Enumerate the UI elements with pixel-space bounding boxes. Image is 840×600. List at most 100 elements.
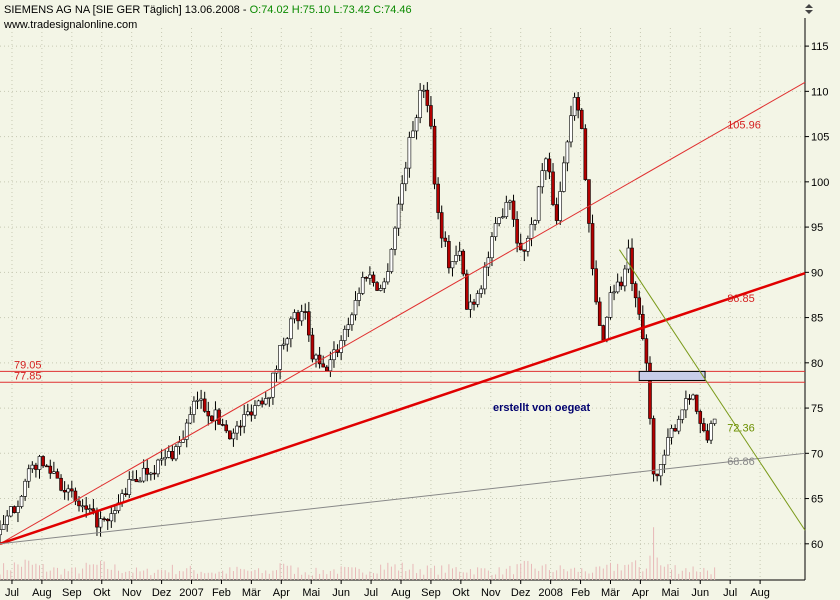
candle-down bbox=[310, 334, 315, 360]
candle-down bbox=[260, 400, 264, 405]
candle-up bbox=[350, 314, 354, 326]
trend-line bbox=[0, 81, 806, 545]
candle-up bbox=[289, 318, 293, 340]
candle-up bbox=[131, 478, 135, 481]
candle-up bbox=[540, 170, 545, 188]
candle-down bbox=[44, 465, 49, 468]
candle-up bbox=[16, 506, 20, 513]
candle-up bbox=[149, 472, 153, 475]
x-tick-label: Nov bbox=[481, 587, 501, 599]
candle-up bbox=[292, 312, 297, 320]
candle-down bbox=[77, 500, 81, 507]
candle-down bbox=[651, 418, 656, 475]
candle-up bbox=[8, 506, 13, 517]
candle-down bbox=[443, 237, 448, 242]
candle-up bbox=[1, 524, 6, 530]
candle-up bbox=[127, 479, 132, 495]
candle-up bbox=[66, 488, 71, 493]
candle-up bbox=[504, 202, 509, 217]
candle-down bbox=[249, 411, 254, 416]
candle-down bbox=[70, 488, 74, 492]
candle-down bbox=[321, 363, 325, 368]
candle-up bbox=[450, 261, 455, 269]
candle-up bbox=[360, 277, 365, 294]
candle-down bbox=[224, 424, 229, 432]
candle-up bbox=[181, 439, 185, 443]
candle-up bbox=[569, 115, 573, 143]
y-tick-label: 110 bbox=[811, 86, 829, 98]
support-label: 79.05 bbox=[14, 359, 42, 371]
candle-up bbox=[526, 238, 530, 252]
candle-up bbox=[623, 268, 627, 287]
ohlc-values: O:74.02 H:75.10 L:73.42 C:74.46 bbox=[249, 4, 412, 16]
candle-up bbox=[0, 529, 2, 536]
candle-up bbox=[163, 457, 167, 460]
candle-down bbox=[630, 247, 634, 284]
x-tick-label: Mär bbox=[242, 587, 261, 599]
x-tick-label: Jun bbox=[332, 587, 350, 599]
candle-up bbox=[231, 432, 236, 440]
trend-label: 68.86 bbox=[727, 456, 755, 468]
author-watermark: erstellt von oegeat bbox=[493, 402, 591, 414]
candle-up bbox=[393, 227, 397, 250]
candle-down bbox=[303, 311, 308, 313]
candle-down bbox=[364, 277, 369, 279]
candle-up bbox=[184, 422, 189, 440]
candle-down bbox=[152, 472, 157, 475]
candle-down bbox=[594, 268, 598, 303]
x-tick-label: Aug bbox=[391, 587, 411, 599]
candle-down bbox=[472, 301, 476, 305]
candle-up bbox=[508, 200, 512, 203]
x-tick-label: Feb bbox=[212, 587, 231, 599]
highlight-box bbox=[638, 370, 706, 381]
candle-up bbox=[113, 510, 117, 514]
candle-down bbox=[461, 250, 466, 275]
x-tick-label: Apr bbox=[273, 587, 290, 599]
candle-up bbox=[357, 293, 361, 301]
candle-up bbox=[267, 396, 272, 399]
candle-up bbox=[411, 130, 415, 138]
x-tick-label: Okt bbox=[452, 587, 469, 599]
candle-down bbox=[551, 171, 555, 205]
candle-down bbox=[511, 200, 516, 220]
candle-up bbox=[500, 216, 505, 219]
candle-up bbox=[256, 400, 261, 406]
candle-up bbox=[475, 293, 480, 305]
candle-up bbox=[353, 300, 358, 316]
candle-down bbox=[238, 425, 243, 428]
candle-down bbox=[465, 273, 469, 310]
candle-down bbox=[296, 312, 300, 322]
candle-down bbox=[694, 394, 699, 412]
candle-up bbox=[98, 518, 103, 528]
y-tick-label: 105 bbox=[811, 132, 829, 144]
candle-down bbox=[206, 411, 211, 417]
candle-up bbox=[109, 513, 114, 522]
candle-up bbox=[245, 411, 250, 415]
candle-up bbox=[479, 288, 484, 294]
candle-up bbox=[80, 505, 85, 508]
x-tick-label: Jul bbox=[5, 587, 19, 599]
candle-down bbox=[702, 423, 706, 432]
candle-up bbox=[141, 467, 146, 482]
candle-down bbox=[698, 411, 703, 424]
candle-up bbox=[612, 291, 616, 294]
candle-up bbox=[691, 394, 695, 400]
candle-up bbox=[454, 255, 458, 262]
candle-up bbox=[5, 515, 9, 525]
candle-down bbox=[425, 89, 430, 106]
candle-down bbox=[601, 325, 606, 341]
candle-up bbox=[386, 271, 390, 283]
candle-down bbox=[102, 518, 106, 520]
candle-down bbox=[583, 128, 588, 180]
candle-down bbox=[619, 281, 624, 287]
candle-up bbox=[285, 338, 290, 345]
trend-label: 86.85 bbox=[727, 293, 755, 305]
candle-up bbox=[666, 437, 670, 456]
candle-down bbox=[62, 490, 67, 493]
candle-down bbox=[324, 366, 329, 372]
candle-down bbox=[515, 219, 519, 244]
candle-down bbox=[375, 282, 379, 291]
candle-up bbox=[382, 281, 387, 289]
expand-icon[interactable] bbox=[805, 4, 813, 14]
